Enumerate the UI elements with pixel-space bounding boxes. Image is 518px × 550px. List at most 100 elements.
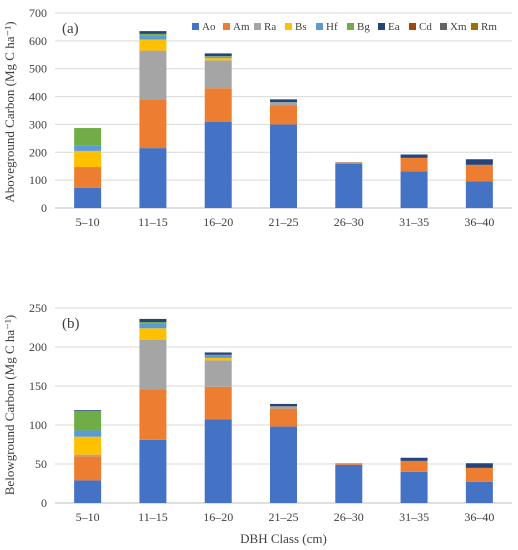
- bar-segment-bg: [74, 410, 102, 431]
- bar-segment-ra: [204, 360, 232, 387]
- bar-segment-ao: [400, 471, 428, 503]
- bar-segment-bg: [74, 128, 102, 146]
- y-tick-label: 150: [29, 379, 47, 393]
- bar-segment-ea: [204, 53, 232, 57]
- bar-segment-am: [139, 389, 167, 440]
- y-tick-label: 250: [29, 301, 47, 315]
- x-tick-label: 11–15: [138, 510, 168, 524]
- y-tick-label: 400: [29, 90, 47, 104]
- bar-segment-am: [335, 463, 363, 465]
- bar-segment-am: [400, 157, 428, 172]
- bar-segment-am: [465, 467, 493, 482]
- bar-segment-ao: [74, 187, 102, 208]
- bar-segment-bg: [204, 354, 232, 356]
- bar-segment-ra: [270, 102, 297, 106]
- y-tick-label: 500: [29, 62, 47, 76]
- x-tick-label: 26–30: [334, 510, 364, 524]
- bar-segment-hf: [74, 145, 102, 151]
- bar-segment-ra: [139, 339, 167, 390]
- legend-swatch-ea: [378, 23, 385, 30]
- bar-segment-ea: [465, 463, 493, 468]
- x-tick-label: 16–20: [203, 215, 233, 229]
- bar-segment-am: [465, 164, 493, 182]
- bar-segment-bs: [74, 436, 102, 455]
- bar-segment-hf: [139, 35, 167, 40]
- bar-segment-ao: [139, 439, 167, 503]
- legend-label: Ea: [388, 21, 400, 33]
- bar-segment-bg: [139, 322, 167, 324]
- y-tick-label: 200: [29, 340, 47, 354]
- legend: Ao Am Ra Bs Hf Bg Ea Cd Xm Rm: [192, 21, 497, 33]
- legend-swatch-rm: [471, 23, 478, 30]
- legend-swatch-ra: [254, 23, 261, 30]
- legend-label: Bs: [295, 21, 307, 33]
- bar-segment-ea: [400, 154, 428, 158]
- bar-segment-ea: [204, 352, 232, 355]
- bar-segment-ao: [400, 171, 428, 208]
- x-tick-label: 36–40: [464, 510, 494, 524]
- bar-segment-bs: [74, 150, 102, 168]
- y-tick-label: 700: [29, 6, 47, 20]
- legend-label: Ao: [202, 21, 216, 33]
- y-tick-label: 600: [29, 34, 47, 48]
- y-tick-label: 0: [41, 496, 47, 510]
- bar-segment-ea: [465, 159, 493, 165]
- bar-segment-am: [270, 408, 297, 427]
- panel-label: (b): [62, 316, 80, 332]
- legend-swatch-am: [223, 23, 230, 30]
- y-tick-label: 0: [41, 201, 47, 215]
- bar-segment-ra: [270, 406, 297, 409]
- y-axis-title: Aboveground Carbon (Mg C ha⁻¹): [2, 21, 17, 202]
- x-axis-title: DBH Class (cm): [240, 531, 327, 546]
- bar-segment-ao: [270, 124, 297, 208]
- legend-label: Rm: [481, 21, 497, 33]
- bar-segment-ao: [270, 426, 297, 503]
- y-axis-title: Belowground Carbon (Mg C ha⁻¹): [2, 315, 17, 495]
- bar-segment-ao: [204, 419, 232, 503]
- bar-segment-ea: [139, 318, 167, 323]
- x-tick-label: 11–15: [138, 215, 168, 229]
- legend-swatch-ao: [192, 23, 199, 30]
- bar-segment-hf: [204, 56, 232, 59]
- x-tick-label: 36–40: [464, 215, 494, 229]
- y-tick-label: 100: [29, 418, 47, 432]
- x-tick-label: 31–35: [399, 510, 429, 524]
- bar-segment-am: [74, 167, 102, 188]
- bar-segment-ea: [270, 99, 297, 103]
- y-tick-label: 300: [29, 117, 47, 131]
- x-tick-label: 21–25: [269, 215, 299, 229]
- legend-swatch-xm: [440, 23, 447, 30]
- x-tick-label: 16–20: [203, 510, 233, 524]
- bar-segment-am: [400, 460, 428, 472]
- legend-swatch-hf: [316, 23, 323, 30]
- bar-segment-ao: [335, 464, 363, 503]
- bar-segment-am: [74, 456, 102, 481]
- x-tick-label: 5–10: [76, 510, 100, 524]
- bar-segment-hf: [74, 430, 102, 437]
- legend-label: Am: [233, 21, 250, 33]
- chart-panel-a: 0 100 200 300 400 500 600 700 5–10 11–15 16–20 21–2…: [2, 6, 512, 229]
- bar-segment-ao: [465, 481, 493, 503]
- legend-swatch-cd: [409, 23, 416, 30]
- legend-swatch-bg: [347, 23, 354, 30]
- bar-segment-bg: [204, 56, 232, 57]
- bar-segment-bg: [139, 33, 167, 36]
- bar-segment-ra: [74, 454, 102, 457]
- legend-label: Ra: [264, 21, 276, 33]
- bar-segment-ea: [74, 410, 102, 411]
- bar-segment-ao: [204, 121, 232, 208]
- bar-segment-am: [204, 386, 232, 420]
- bar-segment-ao: [465, 181, 493, 208]
- bar-segment-ea: [270, 403, 297, 407]
- panel-label: (a): [62, 21, 79, 37]
- legend-label: Hf: [326, 21, 338, 33]
- bar-segment-ra: [139, 50, 167, 100]
- bar-segment-ea: [139, 31, 167, 34]
- legend-label: Bg: [357, 21, 370, 33]
- bar-segment-am: [270, 105, 297, 125]
- x-tick-label: 31–35: [399, 215, 429, 229]
- bar-segment-bs: [204, 357, 232, 361]
- y-tick-label: 50: [35, 457, 47, 471]
- bar-segment-am: [204, 88, 232, 122]
- chart-panel-b: 0 50 100 150 200 250 5–10 11–15 16–20 21–25 26–30 3…: [2, 301, 512, 546]
